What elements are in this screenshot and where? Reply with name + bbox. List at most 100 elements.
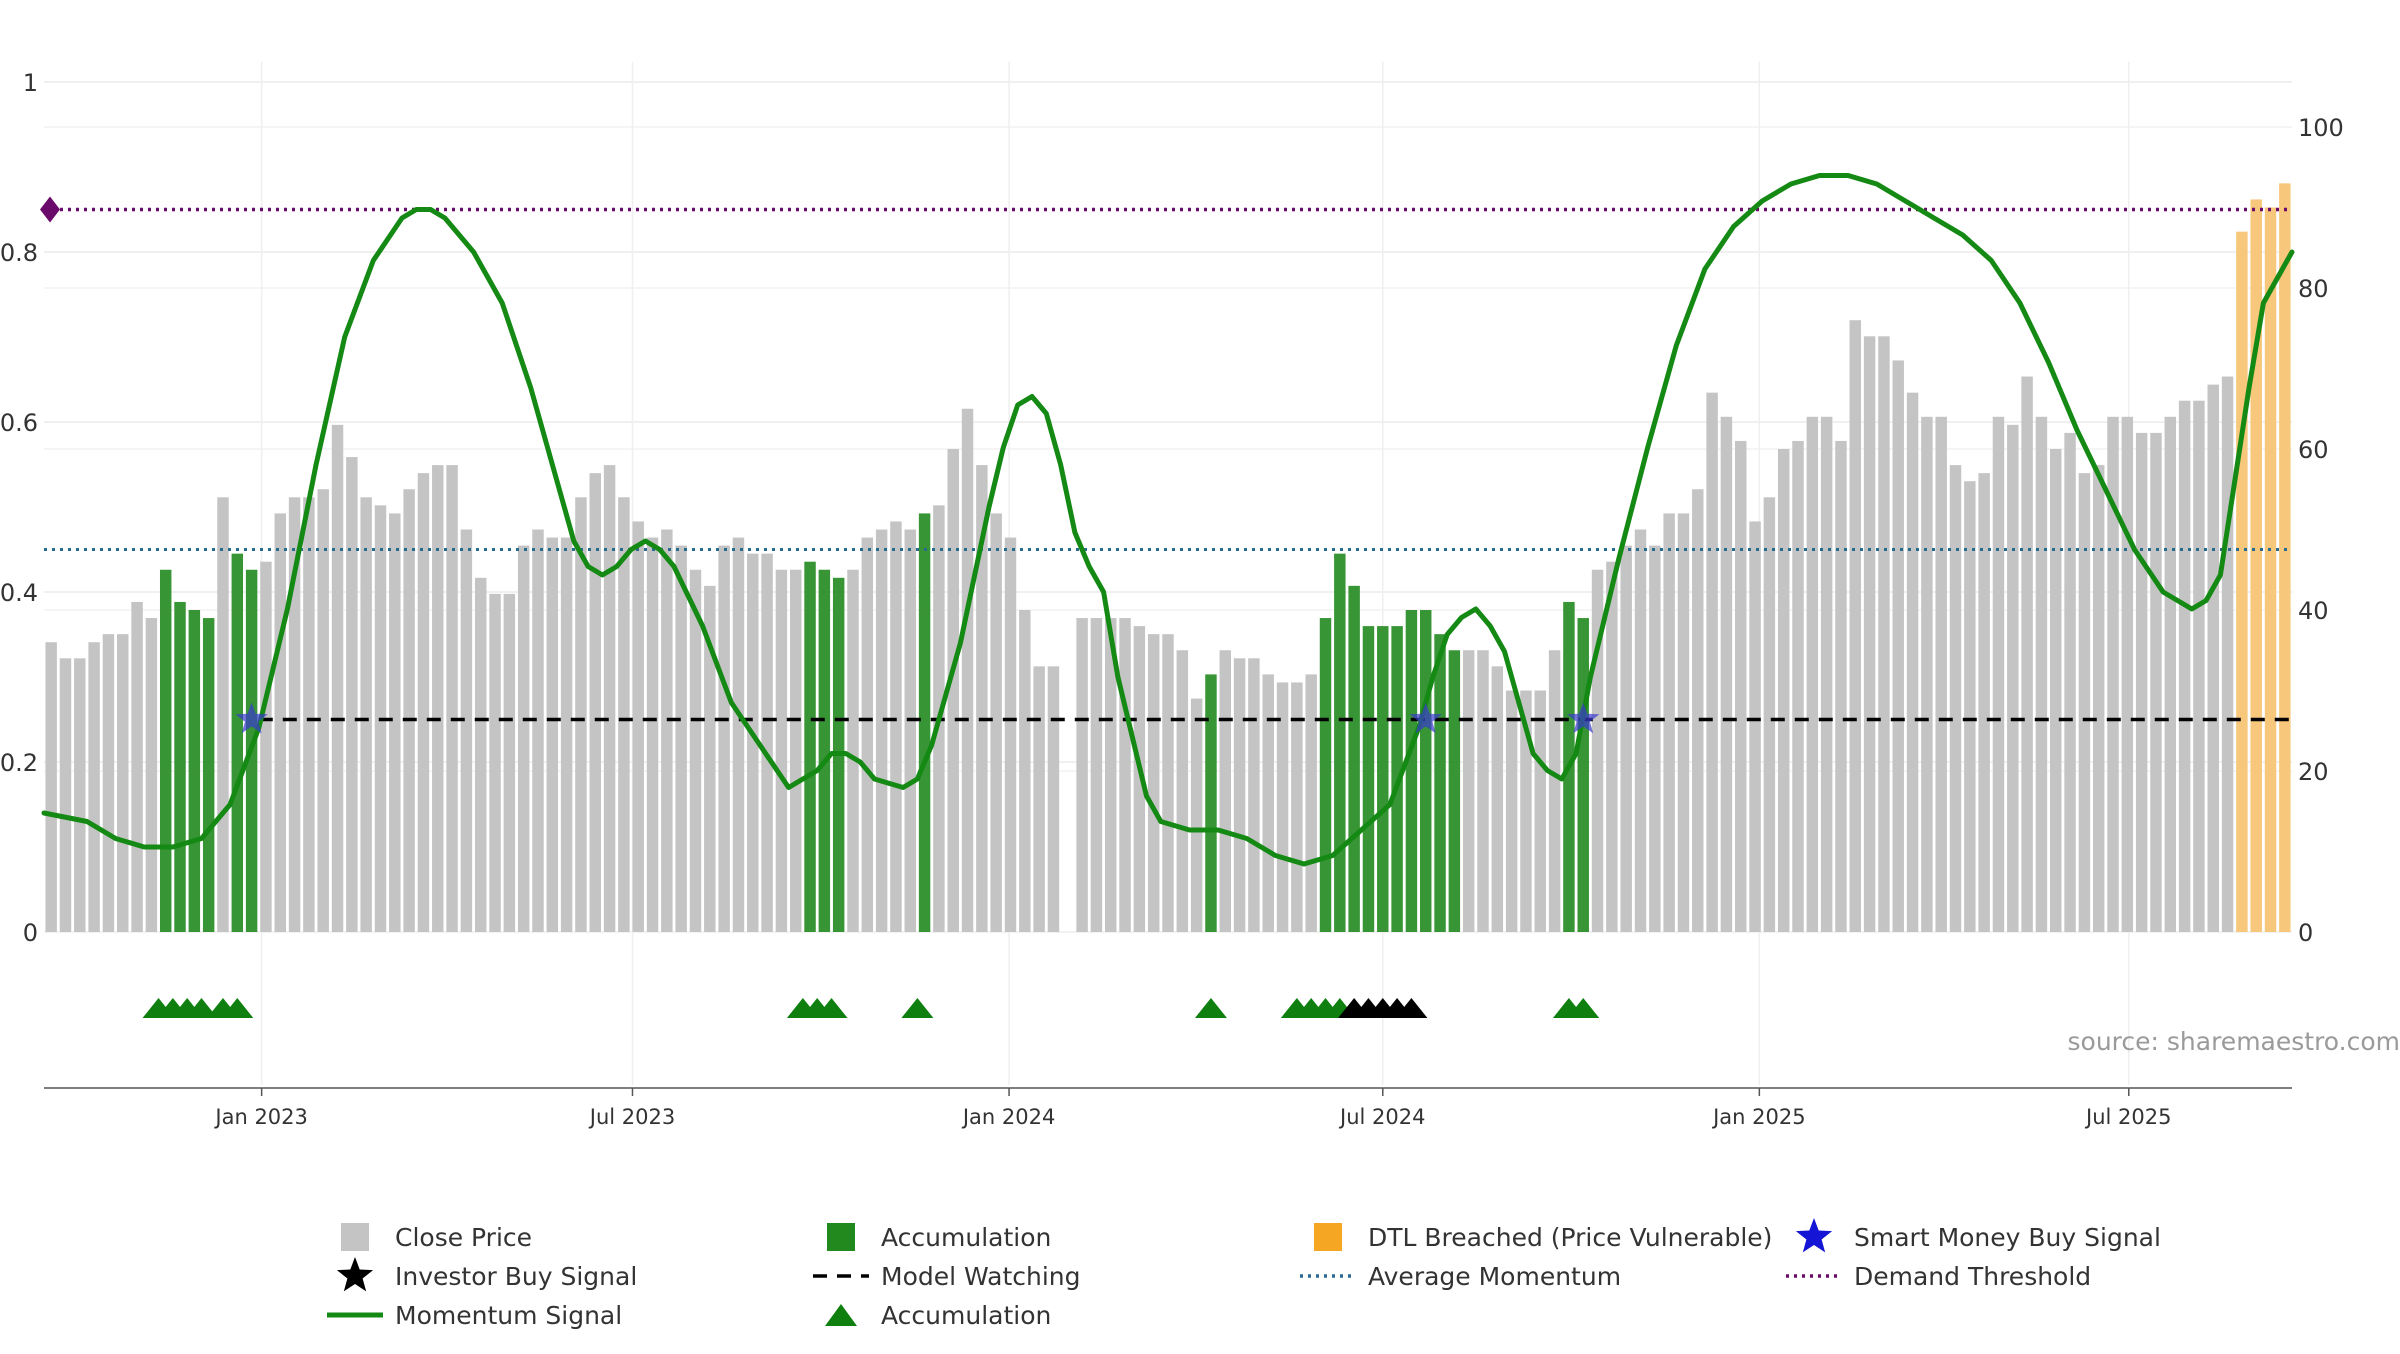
close-price-bar [2165, 417, 2176, 932]
close-price-bar [1177, 650, 1188, 932]
close-price-bar [1005, 538, 1016, 932]
legend-swatch-accumulation [827, 1223, 855, 1251]
close-price-bar [74, 658, 85, 932]
legend-label: Smart Money Buy Signal [1854, 1223, 2161, 1252]
legend-label: Demand Threshold [1854, 1262, 2091, 1291]
close-price-bar [332, 425, 343, 932]
legend-item: Demand Threshold [1786, 1262, 2091, 1291]
x-tick-label: Jan 2024 [961, 1105, 1056, 1129]
close-price-bar [847, 570, 858, 932]
close-price-bar [790, 570, 801, 932]
accumulation-bar [1434, 634, 1445, 932]
close-price-bar [1635, 530, 1646, 933]
close-price-bar [1935, 417, 1946, 932]
close-price-bar [1778, 449, 1789, 932]
close-price-bar [303, 497, 314, 932]
close-price-bar [1234, 658, 1245, 932]
close-price-bar [547, 538, 558, 932]
close-price-bar [1191, 699, 1202, 932]
legend-label: Average Momentum [1368, 1262, 1621, 1291]
close-price-bar [131, 602, 142, 932]
close-price-bar [1678, 513, 1689, 932]
accumulation-bar [1205, 674, 1216, 932]
close-price-bar [389, 513, 400, 932]
close-price-bar [990, 513, 1001, 932]
accumulation-bar [1406, 610, 1417, 932]
close-price-bar [475, 578, 486, 932]
legend-label: Momentum Signal [395, 1301, 622, 1330]
close-price-bar [1091, 618, 1102, 932]
close-price-bar [776, 570, 787, 932]
close-price-bar [504, 594, 515, 932]
accumulation-bar [174, 602, 185, 932]
y-tick-label-right: 20 [2298, 758, 2329, 786]
close-price-bar [647, 538, 658, 932]
legend-item: Accumulation [825, 1301, 1051, 1330]
accumulation-bar [189, 610, 200, 932]
legend-star-investor [337, 1257, 373, 1291]
legend-item: Investor Buy Signal [337, 1257, 637, 1291]
close-price-bar [45, 642, 56, 932]
accumulation-bar [1377, 626, 1388, 932]
demand-threshold-marker [40, 197, 60, 223]
close-price-bar [761, 554, 772, 932]
accumulation-bar [1334, 554, 1345, 932]
legend-item: Model Watching [813, 1262, 1081, 1291]
legend-item: Smart Money Buy Signal [1796, 1218, 2161, 1252]
close-price-bar [346, 457, 357, 932]
legend-item: Average Momentum [1300, 1262, 1621, 1291]
close-price-bar [1620, 546, 1631, 932]
close-price-bar [1019, 610, 1030, 932]
x-tick-label: Jul 2025 [2084, 1105, 2171, 1129]
close-price-bar [1048, 666, 1059, 932]
close-price-bar [1835, 441, 1846, 932]
close-price-bar [2093, 465, 2104, 932]
close-price-bar [2136, 433, 2147, 932]
accumulation-bar [804, 562, 815, 932]
close-price-bar [1978, 473, 1989, 932]
close-price-bar [675, 546, 686, 932]
close-price-bar [360, 497, 371, 932]
close-price-bar [2179, 401, 2190, 932]
close-price-bar [1463, 650, 1474, 932]
close-price-bar [117, 634, 128, 932]
legend-label: Investor Buy Signal [395, 1262, 637, 1291]
legend-star-smart-money [1796, 1218, 1832, 1252]
close-price-bar [2021, 377, 2032, 932]
close-price-bar [518, 546, 529, 932]
close-price-bar [146, 618, 157, 932]
close-price-bar [1506, 691, 1517, 933]
close-price-bar [661, 530, 672, 933]
close-price-bar [2122, 417, 2133, 932]
close-price-bar [1950, 465, 1961, 932]
y-tick-label-right: 0 [2298, 919, 2313, 947]
dtl-breached-bar [2265, 208, 2276, 933]
close-price-bar [1477, 650, 1488, 932]
close-price-bar [260, 562, 271, 932]
close-price-bar [1492, 666, 1503, 932]
accumulation-bar [1449, 650, 1460, 932]
close-price-bar [2079, 473, 2090, 932]
close-price-bar [2193, 401, 2204, 932]
dtl-breached-bar [2236, 232, 2247, 932]
close-price-bar [1263, 674, 1274, 932]
close-price-bar [561, 538, 572, 932]
y-tick-label-right: 100 [2298, 114, 2344, 142]
legend-item: Close Price [341, 1223, 532, 1252]
close-price-bar [1663, 513, 1674, 932]
dtl-breached-bar [2279, 183, 2290, 932]
accumulation-triangle [901, 998, 933, 1018]
close-price-bar [2036, 417, 2047, 932]
accumulation-bar [1363, 626, 1374, 932]
x-tick-label: Jan 2023 [213, 1105, 308, 1129]
accumulation-bar [1320, 618, 1331, 932]
legend-label: Model Watching [881, 1262, 1081, 1291]
bars-layer [45, 183, 2290, 932]
close-price-bar [733, 538, 744, 932]
close-price-bar [1305, 674, 1316, 932]
close-price-bar [1807, 417, 1818, 932]
close-price-bar [1721, 417, 1732, 932]
close-price-bar [1993, 417, 2004, 932]
